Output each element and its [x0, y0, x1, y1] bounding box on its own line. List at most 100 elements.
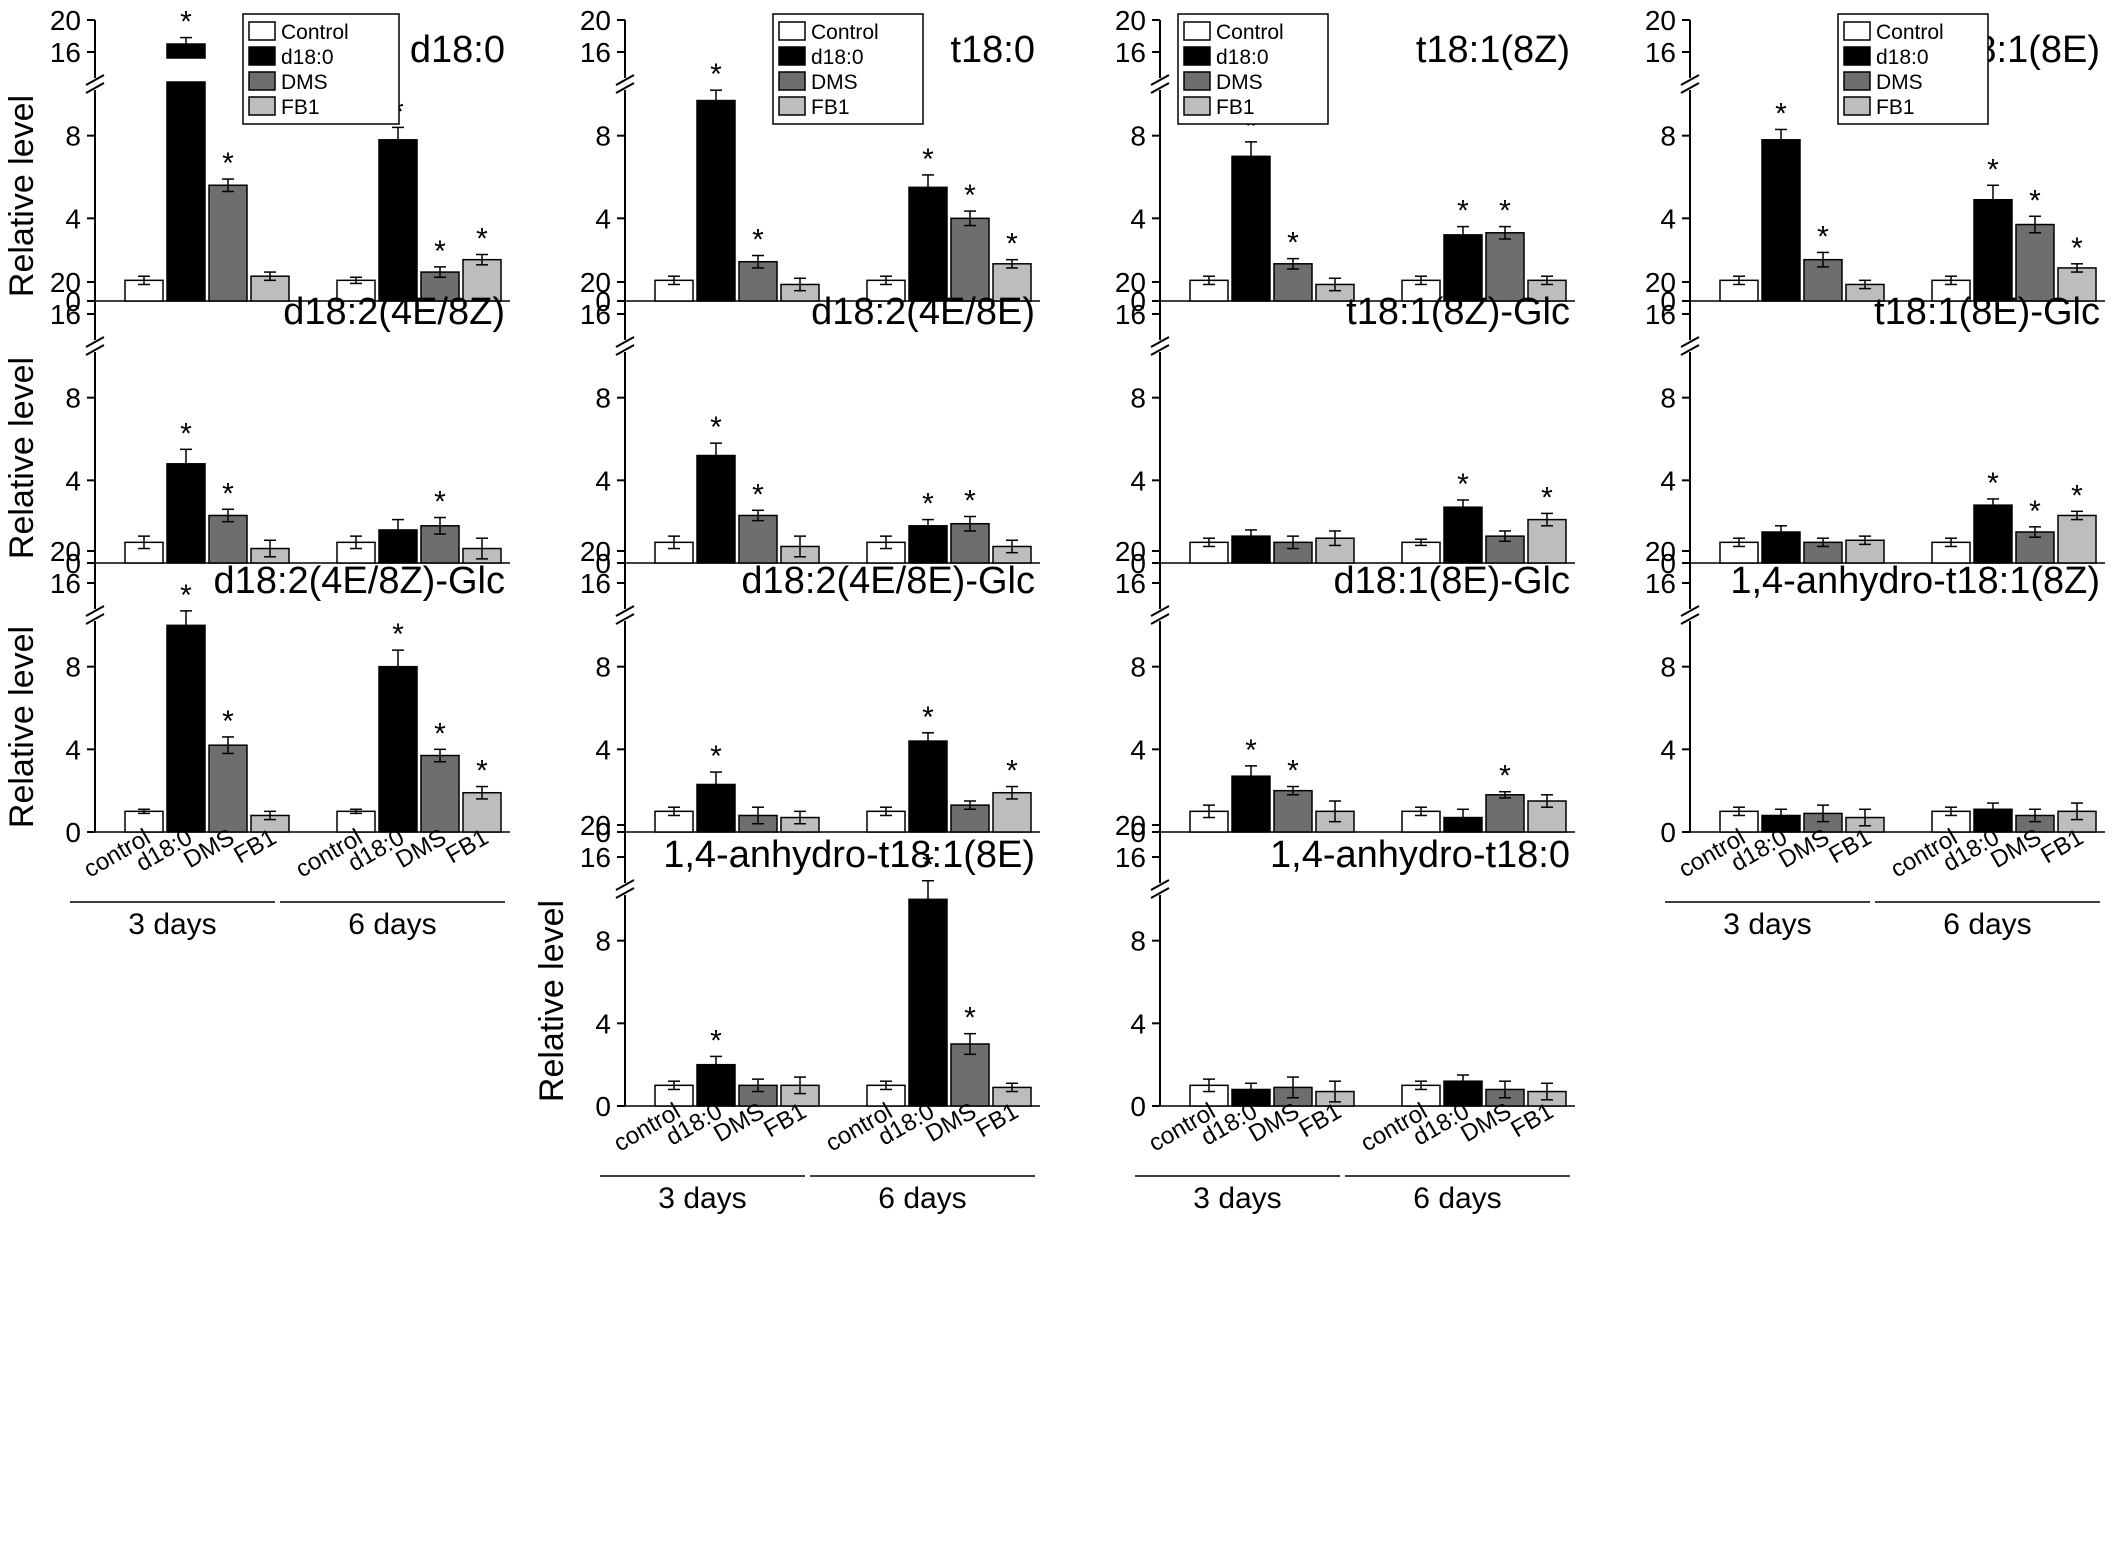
group-label: 3 days: [658, 1182, 746, 1215]
significance-star: *: [1006, 228, 1018, 261]
y-tick-label: 4: [1130, 734, 1146, 765]
bar: [908, 740, 948, 833]
axis-break-mark: [85, 82, 105, 94]
y-tick-label: 16: [580, 37, 611, 68]
y-tick-label: 16: [580, 842, 611, 873]
bar: [378, 139, 418, 302]
significance-star: *: [476, 755, 488, 788]
significance-star: *: [180, 417, 192, 450]
y-tick-label: 4: [1130, 465, 1146, 496]
bar: [208, 514, 248, 564]
y-tick-label: 0: [595, 548, 611, 579]
y-tick-label: 8: [595, 383, 611, 414]
significance-star: *: [752, 224, 764, 257]
legend-label: Control: [811, 21, 879, 44]
y-tick-label: 16: [1115, 842, 1146, 873]
y-tick-label: 20: [1645, 267, 1676, 298]
legend-label: d18:0: [1216, 46, 1269, 69]
axis-break-mark: [85, 344, 105, 356]
panel-title: d18:2(4E/8Z)-Glc: [214, 560, 505, 602]
bar: [1761, 139, 1801, 302]
axis-break-mark: [1150, 879, 1170, 891]
y-tick-label: 8: [1660, 383, 1676, 414]
significance-star: *: [1987, 467, 1999, 500]
bar: [1273, 263, 1313, 302]
y-tick-label: 20: [1115, 810, 1146, 841]
y-tick-label: 0: [1130, 286, 1146, 317]
significance-star: *: [222, 477, 234, 510]
legend-swatch: [778, 71, 806, 91]
y-tick-label: 20: [50, 536, 81, 567]
bar: [908, 186, 948, 302]
significance-star: *: [2029, 495, 2041, 528]
axis-break-mark: [615, 879, 635, 891]
y-tick-label: 20: [1115, 267, 1146, 298]
axis-break-mark: [1680, 336, 1700, 348]
significance-star: *: [1499, 760, 1511, 793]
legend-swatch: [248, 71, 276, 91]
y-tick-label: 8: [1660, 121, 1676, 152]
significance-star: *: [180, 6, 192, 39]
legend-swatch: [248, 46, 276, 66]
y-tick-label: 16: [1645, 37, 1676, 68]
y-tick-label: 0: [65, 817, 81, 848]
legend-swatch: [1843, 46, 1871, 66]
axis-break-mark: [615, 613, 635, 625]
bar: [420, 754, 460, 833]
axis-break-mark: [615, 82, 635, 94]
significance-star: *: [392, 618, 404, 651]
significance-star: *: [922, 701, 934, 734]
y-tick-label: 0: [1130, 1091, 1146, 1122]
axis-break-mark: [1150, 613, 1170, 625]
significance-star: *: [1457, 468, 1469, 501]
significance-star: *: [964, 179, 976, 212]
significance-star: *: [1287, 227, 1299, 260]
significance-star: *: [710, 740, 722, 773]
significance-star: *: [710, 411, 722, 444]
significance-star: *: [2071, 479, 2083, 512]
group-label: 3 days: [1193, 1182, 1281, 1215]
significance-star: *: [1987, 153, 1999, 186]
legend-swatch: [1843, 71, 1871, 91]
axis-break-mark: [1680, 613, 1700, 625]
y-tick-label: 20: [50, 267, 81, 298]
y-tick-label: 16: [1645, 299, 1676, 330]
panel-title: d18:2(4E/8Z): [283, 291, 505, 333]
axis-break-mark: [1150, 336, 1170, 348]
y-tick-label: 8: [595, 652, 611, 683]
y-tick-label: 16: [1115, 568, 1146, 599]
bar: [738, 514, 778, 564]
legend-swatch: [778, 21, 806, 41]
legend-swatch: [248, 96, 276, 116]
y-tick-label: 16: [1115, 37, 1146, 68]
y-tick-label: 20: [1645, 536, 1676, 567]
significance-star: *: [1817, 220, 1829, 253]
chart-panel-13: 04816201,4-anhydro-t18:0controld18:0DMSF…: [1115, 810, 1575, 1215]
axis-break-mark: [615, 344, 635, 356]
legend-swatch: [1183, 21, 1211, 41]
y-tick-label: 0: [1660, 817, 1676, 848]
y-tick-label: 4: [595, 203, 611, 234]
y-tick-label: 4: [65, 203, 81, 234]
significance-star: *: [2029, 184, 2041, 217]
y-tick-label: 4: [1660, 734, 1676, 765]
axis-break-mark: [85, 336, 105, 348]
bar: [208, 744, 248, 833]
axis-break-mark: [1150, 82, 1170, 94]
y-tick-label: 8: [595, 926, 611, 957]
significance-star: *: [1006, 755, 1018, 788]
significance-star: *: [1287, 755, 1299, 788]
chart-panel-11: 04816201,4-anhydro-t18:1(8Z)controld18:0…: [1645, 536, 2105, 941]
axis-break-mark: [85, 613, 105, 625]
legend-label: FB1: [811, 96, 850, 119]
group-label: 6 days: [878, 1182, 966, 1215]
legend-label: FB1: [281, 96, 320, 119]
axis-break-mark: [615, 605, 635, 617]
panel-title: d18:1(8E)-Glc: [1333, 560, 1570, 602]
bar: [1485, 794, 1525, 833]
